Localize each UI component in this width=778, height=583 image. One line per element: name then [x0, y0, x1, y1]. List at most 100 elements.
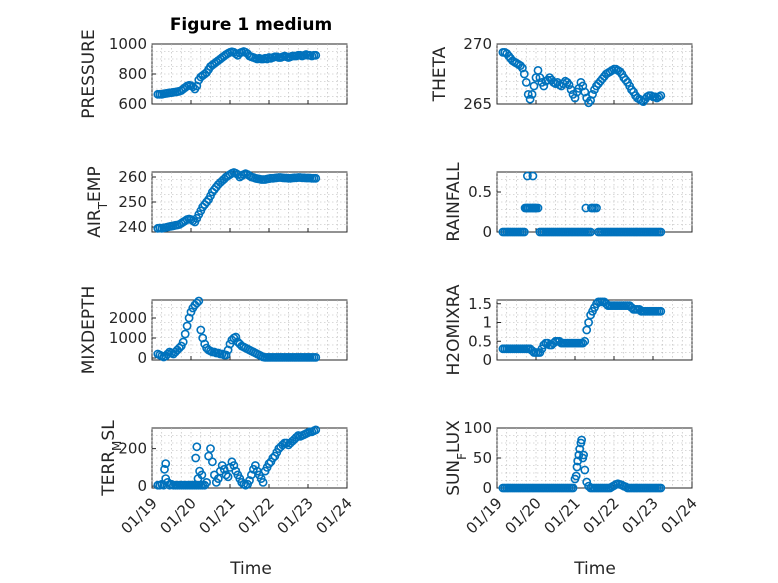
- y-tick-label: 2000: [109, 309, 147, 327]
- data-point: [206, 444, 215, 453]
- data-point: [282, 438, 291, 448]
- data-point: [527, 90, 537, 99]
- data-point: [656, 91, 666, 100]
- y-tick-label: 0: [482, 351, 492, 369]
- data-point: [196, 325, 206, 335]
- data-point: [579, 450, 588, 460]
- x-tick-label: 01/19: [463, 494, 506, 537]
- y-axis-label: H2OMIXRA: [444, 284, 464, 375]
- data-point: [194, 296, 204, 306]
- data-point: [197, 470, 207, 480]
- data-point: [245, 476, 254, 485]
- data-point: [202, 477, 211, 487]
- data-point: [221, 350, 231, 360]
- series-markers: [498, 435, 666, 493]
- data-point: [539, 81, 549, 91]
- y-tick-label: 800: [118, 65, 147, 83]
- y-tick-label: 200: [118, 440, 147, 458]
- data-point: [523, 90, 533, 99]
- y-tick-label: 1: [482, 314, 492, 332]
- y-tick-label: 260: [118, 168, 147, 186]
- data-point: [219, 464, 229, 474]
- data-point: [519, 227, 529, 237]
- data-point: [580, 336, 590, 346]
- y-tick-label: 265: [463, 95, 492, 113]
- y-tick-label: 1000: [109, 35, 147, 53]
- data-point: [530, 203, 540, 213]
- data-point: [573, 456, 583, 466]
- data-point: [311, 50, 321, 60]
- data-point: [587, 203, 596, 213]
- data-point: [578, 338, 588, 348]
- data-point: [231, 49, 241, 59]
- y-tick-label: 240: [118, 218, 147, 236]
- x-axis-label-right: Time: [573, 559, 616, 579]
- y-axis-label: TERRMSL: [99, 420, 124, 497]
- subplot-air_temp: 240 250 260 AIRTEMP: [85, 166, 348, 238]
- data-point: [160, 464, 169, 474]
- data-point: [558, 79, 568, 88]
- y-axis-label: MIXDEPTH: [79, 286, 99, 375]
- figure-title: Figure 1 medium: [170, 15, 332, 35]
- y-tick-label: 250: [118, 193, 147, 211]
- data-point: [581, 203, 591, 213]
- data-point: [311, 425, 321, 435]
- series-markers: [153, 296, 321, 362]
- data-point: [161, 474, 171, 483]
- series-markers: [498, 171, 666, 237]
- y-tick-label: 0: [137, 477, 147, 495]
- data-point: [311, 173, 321, 183]
- x-tick-label: 01/21: [196, 494, 239, 537]
- x-tick-label: 01/24: [313, 494, 356, 537]
- data-point: [529, 81, 539, 91]
- data-point: [519, 69, 529, 79]
- y-axis-label: RAINFALL: [444, 162, 464, 242]
- data-point: [231, 332, 241, 342]
- x-tick-label: 01/23: [274, 494, 317, 537]
- y-axis-label: AIRTEMP: [85, 166, 110, 237]
- y-tick-label: 100: [463, 419, 492, 437]
- x-tick-label: 01/22: [235, 494, 278, 537]
- subplot-sun_flux: 05010001/1901/2001/2101/2201/2301/24SUNF…: [444, 419, 701, 537]
- y-tick-label: 0: [482, 223, 492, 241]
- data-point: [229, 461, 239, 470]
- data-point: [584, 98, 593, 108]
- data-point: [580, 465, 590, 475]
- x-axis-label-left: Time: [229, 559, 272, 579]
- data-point: [221, 470, 231, 480]
- y-axis-label: PRESSURE: [79, 29, 99, 118]
- data-point: [564, 80, 574, 90]
- data-point: [571, 471, 581, 481]
- y-tick-label: 50: [473, 449, 492, 467]
- x-tick-label: 01/22: [580, 494, 623, 537]
- y-axis-label: THETA: [430, 46, 450, 102]
- y-tick-label: 270: [463, 35, 492, 53]
- data-point: [577, 435, 586, 445]
- subplot-pressure: 600 800 1000 PRESSURE: [79, 29, 348, 119]
- data-point: [163, 349, 172, 359]
- data-point: [180, 329, 190, 339]
- data-point: [656, 227, 666, 237]
- data-point: [521, 78, 531, 87]
- data-point: [525, 94, 535, 104]
- data-point: [192, 298, 202, 308]
- x-tick-label: 01/20: [157, 494, 200, 537]
- data-point: [291, 432, 301, 442]
- data-point: [192, 442, 202, 452]
- data-point: [582, 477, 592, 487]
- data-point: [528, 171, 538, 181]
- y-tick-label: 0.5: [468, 183, 492, 201]
- data-point: [568, 483, 578, 493]
- y-tick-label: 1.5: [468, 295, 492, 313]
- data-point: [575, 444, 585, 454]
- data-point: [516, 61, 525, 70]
- data-point: [523, 171, 532, 181]
- series-markers: [153, 47, 321, 99]
- data-point: [258, 477, 268, 487]
- data-point: [174, 343, 184, 353]
- data-point: [656, 306, 666, 316]
- data-point: [188, 82, 198, 92]
